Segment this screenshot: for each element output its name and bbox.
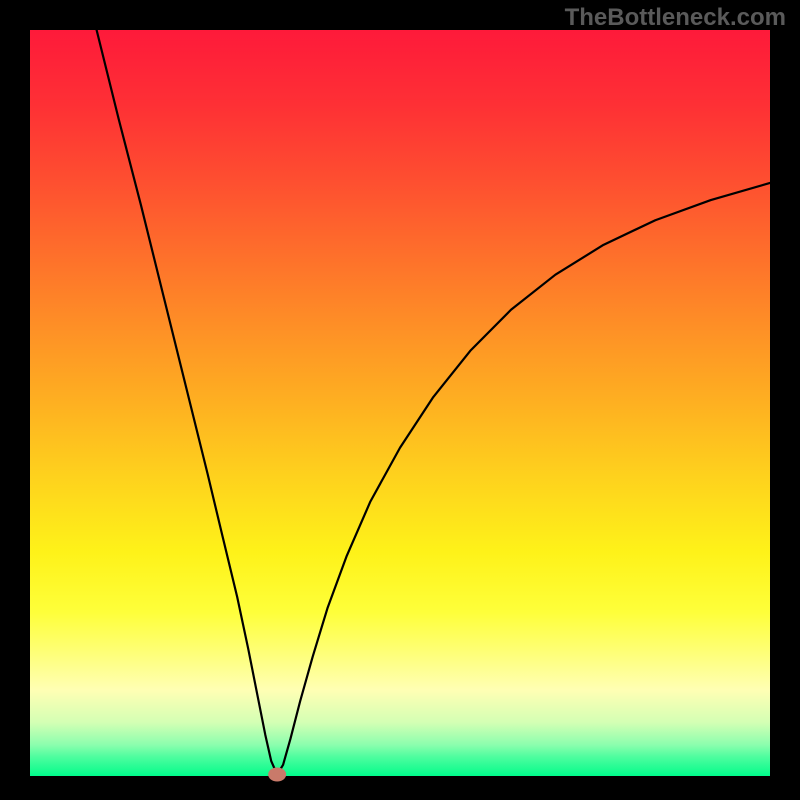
optimal-point-marker: [268, 768, 286, 782]
bottleneck-chart: TheBottleneck.com: [0, 0, 800, 800]
plot-background: [30, 30, 770, 776]
watermark-text: TheBottleneck.com: [565, 4, 786, 32]
chart-svg: [0, 0, 800, 800]
